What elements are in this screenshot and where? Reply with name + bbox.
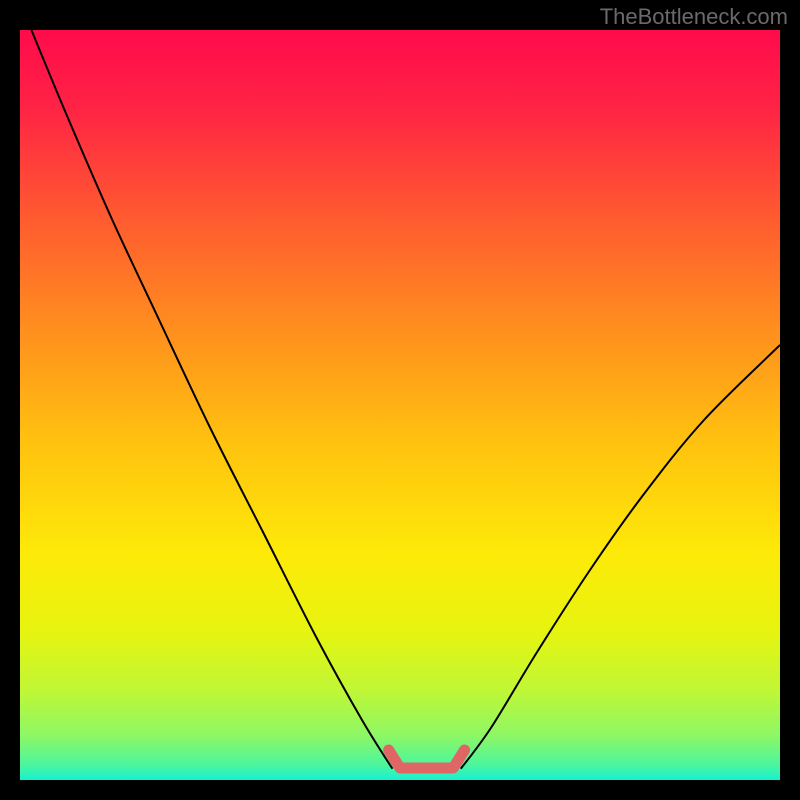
- v-curve-right: [461, 345, 780, 769]
- chart-frame: TheBottleneck.com: [0, 0, 800, 800]
- optimal-range-marker: [389, 750, 465, 768]
- v-curve-left: [31, 30, 392, 769]
- watermark-text: TheBottleneck.com: [600, 4, 788, 30]
- curve-layer: [20, 30, 780, 780]
- plot-area: [20, 30, 780, 780]
